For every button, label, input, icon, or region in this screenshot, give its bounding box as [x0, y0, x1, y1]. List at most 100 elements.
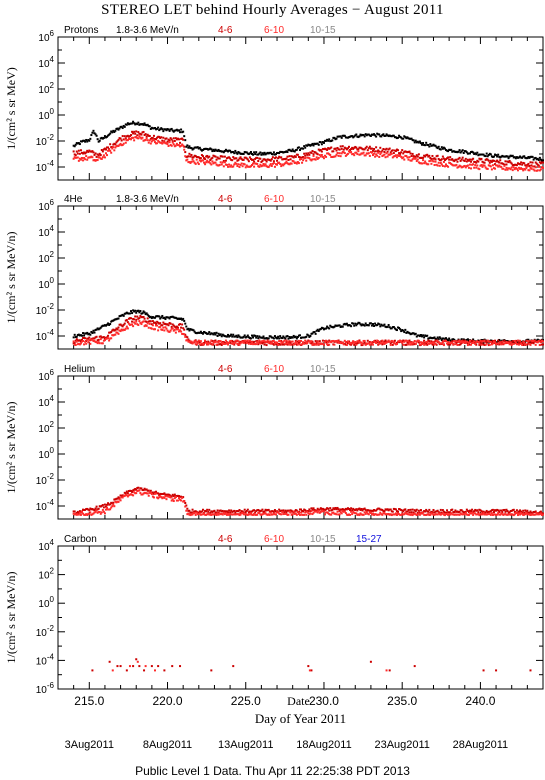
data-point: [414, 155, 417, 158]
data-point: [290, 155, 293, 158]
data-point: [422, 511, 425, 514]
data-point: [166, 329, 169, 332]
data-point: [399, 508, 402, 511]
data-point: [490, 343, 493, 346]
data-point: [165, 137, 168, 140]
data-point: [294, 161, 297, 164]
data-point: [409, 341, 412, 344]
data-point: [282, 343, 285, 346]
data-point: [313, 158, 316, 161]
data-point: [542, 161, 544, 164]
data-point: [464, 166, 467, 169]
data-point: [500, 343, 503, 346]
data-point: [77, 342, 80, 345]
data-point: [451, 508, 454, 511]
data-point: [167, 138, 170, 141]
data-point: [487, 340, 490, 343]
data-point: [137, 131, 140, 134]
data-point: [512, 340, 515, 343]
data-point: [157, 139, 160, 142]
data-point: [490, 509, 493, 512]
data-point: [379, 508, 382, 511]
data-point: [452, 343, 455, 346]
data-point: [115, 318, 118, 321]
data-point: [152, 316, 155, 319]
data-point: [532, 513, 535, 516]
data-point: [189, 340, 192, 343]
data-point: [223, 342, 226, 345]
data-point: [265, 513, 268, 516]
data-point: [499, 159, 502, 162]
data-point: [259, 157, 262, 160]
data-point: [473, 152, 476, 155]
data-point: [267, 508, 270, 511]
data-point: [435, 155, 438, 158]
data-point: [331, 156, 334, 159]
data-point: [303, 157, 306, 160]
data-point: [453, 510, 456, 513]
data-point: [421, 343, 424, 346]
data-point: [440, 512, 443, 515]
data-point: [520, 167, 523, 170]
data-point: [288, 155, 291, 158]
data-point: [243, 513, 246, 516]
data-point: [193, 161, 196, 164]
data-point: [154, 126, 156, 129]
data-point: [339, 155, 342, 158]
data-point: [426, 163, 429, 166]
data-point: [224, 163, 227, 166]
data-point: [383, 342, 386, 345]
data-point: [533, 513, 536, 516]
data-point: [391, 326, 394, 329]
data-point: [498, 338, 501, 341]
y-tick-base: 10: [36, 137, 48, 148]
data-point: [78, 152, 81, 155]
data-point: [428, 337, 431, 340]
data-point: [264, 159, 267, 162]
data-point: [197, 163, 200, 166]
data-point: [464, 340, 467, 343]
data-point: [364, 322, 367, 325]
data-point: [424, 334, 427, 337]
data-point: [263, 340, 266, 343]
data-point: [338, 324, 341, 327]
data-point: [292, 160, 295, 163]
data-point: [436, 147, 439, 150]
data-point: [236, 510, 239, 513]
data-point: [399, 513, 402, 516]
data-point: [108, 323, 111, 326]
data-point: [421, 335, 424, 338]
data-point: [200, 513, 203, 516]
data-point: [239, 163, 242, 166]
data-point: [113, 329, 116, 332]
data-point: [82, 152, 85, 155]
data-point: [167, 145, 170, 148]
data-point: [265, 344, 268, 347]
data-point: [475, 509, 478, 512]
data-point: [423, 510, 426, 513]
data-point: [538, 513, 541, 516]
data-point: [107, 149, 110, 152]
data-point: [317, 143, 320, 146]
data-point: [148, 125, 151, 128]
data-point: [142, 315, 145, 318]
data-point: [297, 341, 300, 344]
data-point: [500, 165, 503, 168]
data-point: [361, 513, 364, 516]
data-point: [284, 512, 287, 515]
data-point: [536, 169, 539, 172]
data-point: [388, 513, 391, 516]
data-point: [223, 161, 226, 164]
data-point: [395, 148, 398, 151]
data-point: [442, 344, 445, 347]
data-point: [158, 496, 161, 499]
data-point: [146, 322, 149, 325]
data-point: [91, 156, 94, 159]
data-point: [142, 310, 145, 313]
data-point: [271, 342, 274, 345]
data-point: [208, 513, 211, 516]
data-point: [426, 513, 429, 516]
data-point: [421, 143, 424, 146]
data-point: [173, 145, 176, 148]
data-point: [132, 317, 135, 320]
